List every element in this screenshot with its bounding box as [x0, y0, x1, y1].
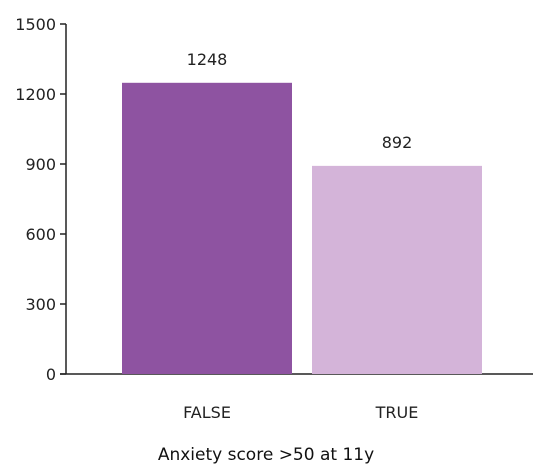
y-tick-label: 1500: [15, 15, 56, 34]
bars-group: [122, 82, 482, 375]
x-axis-title: Anxiety score >50 at 11y: [158, 445, 374, 465]
y-tick-label: 0: [46, 365, 56, 384]
y-ticks-group: 0 300 600 900 1200 1500: [15, 15, 66, 384]
data-label-false: 1248: [187, 50, 228, 69]
y-tick-label: 300: [25, 295, 56, 314]
bar-true: [312, 165, 482, 374]
data-labels-group: 1248 892: [187, 50, 413, 152]
category-labels-group: FALSE TRUE: [183, 403, 418, 422]
data-label-true: 892: [382, 133, 413, 152]
x-category-label: TRUE: [375, 403, 419, 422]
y-tick-label: 900: [25, 155, 56, 174]
y-tick-label: 1200: [15, 85, 56, 104]
bar-false: [122, 82, 292, 375]
y-tick-label: 600: [25, 225, 56, 244]
x-category-label: FALSE: [183, 403, 231, 422]
